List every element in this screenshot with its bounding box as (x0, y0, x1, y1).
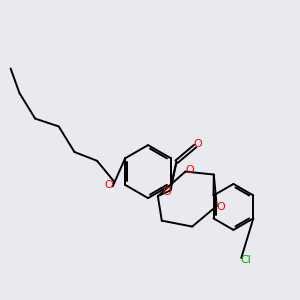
Text: O: O (194, 139, 203, 149)
Text: Cl: Cl (240, 255, 251, 265)
Text: O: O (185, 165, 194, 176)
Text: O: O (162, 187, 171, 197)
Text: O: O (105, 180, 113, 190)
Text: O: O (217, 202, 225, 212)
